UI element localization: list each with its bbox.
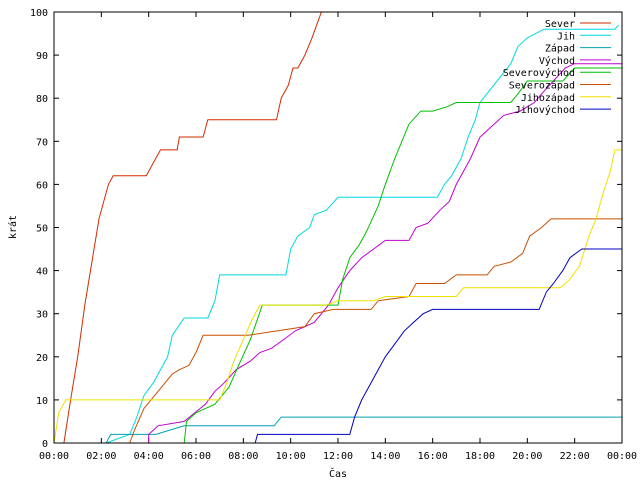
y-axis-label: krát [7,215,19,239]
series-line [63,11,324,444]
y-tick-label: 40 [36,267,48,278]
x-tick-label: 08:00 [228,451,258,462]
legend-label: Východ [539,55,575,67]
legend-label: Jihozápad [521,92,575,104]
x-axis-label: Čas [329,467,347,480]
x-tick-label: 02:00 [86,451,116,462]
legend: SeverJihZápadVýchodSeverovýchodSeverozáp… [503,19,611,116]
series-line [254,248,622,444]
x-tick-label: 00:00 [607,451,637,462]
y-tick-label: 100 [30,8,48,19]
x-tick-label: 00:00 [39,451,69,462]
x-tick-label: 18:00 [465,451,495,462]
legend-label: Sever [545,19,575,30]
legend-label: Severozápad [509,80,575,92]
series-line [183,67,622,444]
y-tick-label: 60 [36,180,48,191]
y-tick-label: 70 [36,137,48,148]
series-line [105,416,622,444]
legend-label: Jihovýchod [515,104,575,116]
series-line [53,149,622,444]
y-tick-label: 50 [36,224,48,235]
y-tick-label: 90 [36,51,48,62]
legend-label: Jih [557,31,575,42]
x-tick-label: 22:00 [560,451,590,462]
x-tick-label: 12:00 [323,451,353,462]
x-tick-label: 04:00 [134,451,164,462]
series-line [105,24,619,444]
x-tick-label: 14:00 [370,451,400,462]
y-tick-label: 20 [36,353,48,364]
y-tick-label: 80 [36,94,48,105]
y-tick-label: 0 [42,439,48,450]
y-tick-label: 30 [36,310,48,321]
y-tick-label: 10 [36,396,48,407]
x-tick-label: 06:00 [181,451,211,462]
x-tick-label: 10:00 [276,451,306,462]
legend-label: Západ [545,43,575,55]
legend-label: Severovýchod [503,67,575,79]
axis-ticks: 00:00 02:00 04:00 06:00 08:00 10:00 12:00 14:00… [30,8,637,462]
series-lines [53,11,622,444]
x-tick-label: 16:00 [418,451,448,462]
x-tick-label: 20:00 [512,451,542,462]
series-line [148,63,622,443]
series-line [129,218,622,444]
plot-frame [53,11,623,444]
